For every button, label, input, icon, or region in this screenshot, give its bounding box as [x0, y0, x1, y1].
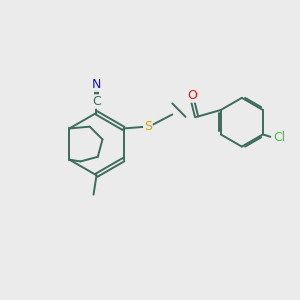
Text: Cl: Cl — [273, 131, 285, 145]
Text: C: C — [92, 95, 101, 108]
Text: N: N — [92, 78, 101, 91]
Text: S: S — [144, 121, 152, 134]
Text: O: O — [187, 89, 197, 102]
